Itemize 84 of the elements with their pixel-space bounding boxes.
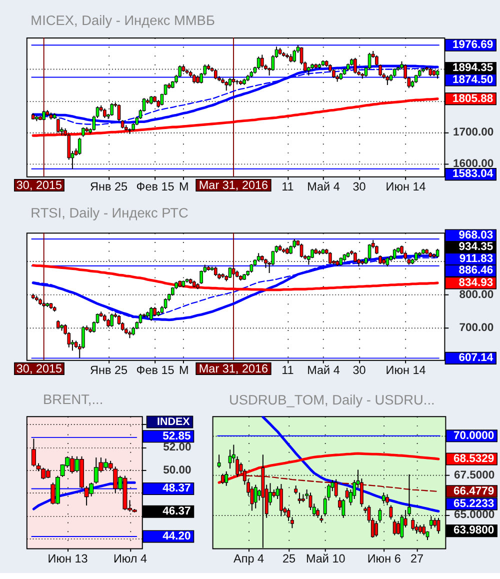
candlestick (392, 518, 396, 536)
text: 46.37 (162, 506, 191, 518)
ref-line-label: 48.37 (162, 482, 191, 495)
candlestick (300, 243, 304, 258)
ref-line-label: 70.0000 (453, 430, 494, 442)
x-tick-label: Июн 14 (386, 364, 426, 378)
candlestick (224, 80, 228, 92)
ref-line-label: 968.03 (458, 229, 494, 242)
x-tick-label: Июл 4 (113, 552, 148, 566)
data-label: 66.4779 (453, 485, 494, 498)
x-tick-label: М (179, 364, 189, 378)
line-series (32, 264, 439, 292)
candlestick (386, 494, 389, 506)
candlestick (150, 306, 153, 322)
y-tick-label: 700.00 (459, 322, 494, 334)
y-tick-label: 67.5000 (454, 470, 495, 482)
ref-line-label: 886.46 (458, 264, 494, 277)
candlestick (214, 266, 218, 276)
candlestick (78, 137, 82, 156)
ref-line-label: 44.20 (162, 530, 191, 542)
ref-line-label: 52.85 (162, 430, 191, 442)
candlestick (411, 517, 415, 531)
y-tick-label: 800.00 (459, 288, 494, 301)
x-tick-label: М (179, 180, 189, 194)
ref-line-label: 1583.04 (452, 168, 494, 180)
data-label: 65.2233 (453, 498, 494, 510)
data-label: 68.5329 (453, 452, 494, 465)
candlestick (298, 492, 302, 504)
candlestick (374, 520, 378, 538)
candlestick (217, 454, 221, 468)
y-tick-label: 1700.00 (452, 126, 494, 139)
chart-title: MICEX, Daily - Индекс ММВБ (30, 13, 215, 28)
x-tick-label: Mar 31, 2016 (198, 362, 269, 376)
candlestick (164, 298, 168, 310)
x-tick-label: Май 4 (307, 180, 340, 194)
y-tick-label: 52.00 (163, 442, 192, 454)
ref-line-label: 607.14 (458, 352, 494, 364)
candlestick (396, 520, 400, 535)
x-tick-label: Янв 25 (90, 364, 128, 378)
x-tick-label: 30 (352, 364, 366, 378)
x-tick-label: Янв 25 (90, 180, 128, 194)
x-tick-label: 11 (282, 364, 294, 378)
x-tick-label: Mar 31, 2016 (198, 179, 269, 192)
x-tick-label: Май 10 (306, 552, 346, 566)
y-tick-label: 1600.00 (452, 158, 494, 170)
x-tick-label: 27 (410, 552, 424, 566)
ref-line-label: 1976.69 (452, 39, 494, 52)
data-label: 1805.88 (452, 92, 494, 105)
chart-title: RTSI, Daily - Индекс РТС (30, 205, 188, 220)
ref-line-label: 1874.50 (452, 74, 494, 86)
candlestick (292, 49, 296, 63)
x-tick-label: Июн 6 (367, 552, 402, 566)
x-tick-label: 25 (282, 552, 296, 566)
x-tick-label: Июн 14 (386, 180, 426, 194)
candlestick (422, 524, 426, 536)
candlestick (280, 483, 283, 517)
x-tick-label: Май 4 (307, 364, 340, 378)
y-tick-label: 65.0000 (454, 509, 495, 522)
data-label: 911.83 (459, 252, 494, 265)
candlestick (82, 126, 85, 138)
candlestick (192, 73, 196, 84)
x-tick-label: 11 (282, 180, 294, 194)
candlestick (436, 517, 440, 534)
data-label: 834.93 (458, 276, 494, 289)
text: 934.35 (458, 241, 494, 254)
x-tick-label: Фев 15 (136, 364, 175, 378)
candlestick (103, 108, 106, 118)
y-axis-title: INDEX (156, 416, 191, 428)
x-tick-label: Июн 13 (48, 552, 88, 566)
candlestick (433, 517, 437, 528)
x-tick-label: 30, 2015 (16, 362, 63, 376)
candlestick (254, 484, 258, 509)
candlestick (334, 478, 338, 498)
x-tick-label: 30 (352, 180, 366, 194)
x-tick-label: Апр 4 (234, 552, 265, 566)
x-tick-label: 30, 2015 (16, 179, 63, 192)
text: 1894.35 (452, 62, 494, 74)
candlestick (117, 104, 121, 122)
chart-title: BRENT,... (43, 392, 104, 408)
x-tick-label: Фев 15 (136, 180, 175, 194)
y-tick-label: 50.00 (163, 464, 192, 476)
candlestick (368, 244, 372, 260)
chart-title: USDRUB_TOM, Daily - USDRU... (228, 392, 435, 408)
text: 63.9800 (453, 524, 494, 537)
